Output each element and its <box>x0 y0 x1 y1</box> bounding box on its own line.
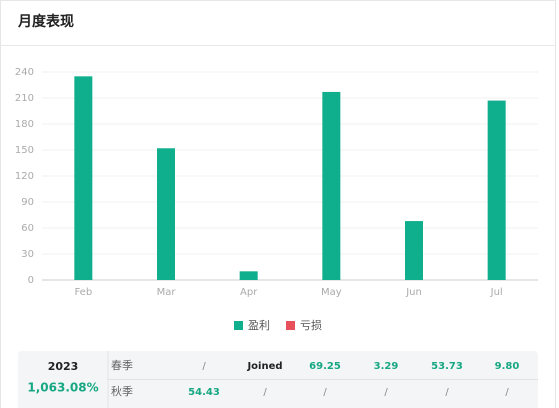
y-tick-label: 150 <box>15 145 34 156</box>
row-label: 春季 <box>111 359 133 372</box>
y-tick-label: 90 <box>21 197 34 208</box>
x-tick-label: Mar <box>157 287 177 298</box>
card-title: 月度表现 <box>17 13 74 30</box>
y-tick-label: 120 <box>15 171 34 182</box>
cell: 3.29 <box>374 361 399 372</box>
bar <box>74 76 93 280</box>
cell: / <box>384 387 388 398</box>
cell: / <box>505 387 509 398</box>
y-tick-label: 240 <box>15 67 34 78</box>
cell: / <box>202 361 206 372</box>
total-return: 1,063.08% <box>27 381 98 395</box>
cell: / <box>445 387 449 398</box>
cell: Joined <box>246 361 282 372</box>
legend-swatch <box>234 321 243 330</box>
cell: 9.80 <box>495 361 520 372</box>
y-tick-label: 60 <box>21 223 34 234</box>
x-tick-label: Jul <box>490 287 503 298</box>
cell: 54.43 <box>188 387 220 398</box>
year: 2023 <box>48 360 79 373</box>
legend-label: 亏损 <box>300 318 322 332</box>
x-tick-label: Jun <box>405 287 422 298</box>
legend-swatch <box>286 321 295 330</box>
cell: / <box>323 387 327 398</box>
bar <box>239 271 258 280</box>
x-tick-label: May <box>321 287 342 298</box>
y-tick-label: 30 <box>21 249 34 260</box>
cell: / <box>263 387 267 398</box>
legend-label: 盈利 <box>248 319 270 332</box>
cell: 53.73 <box>431 361 463 372</box>
x-tick-label: Feb <box>74 287 92 298</box>
bar <box>322 91 341 280</box>
bar <box>157 148 175 280</box>
cell: 69.25 <box>309 361 341 372</box>
bar <box>405 221 423 280</box>
y-tick-label: 180 <box>15 119 34 130</box>
row-label: 秋季 <box>111 384 133 398</box>
y-tick-label: 210 <box>15 93 34 104</box>
y-tick-label: 0 <box>28 275 34 286</box>
x-tick-label: Apr <box>240 287 258 298</box>
bar <box>487 100 506 280</box>
